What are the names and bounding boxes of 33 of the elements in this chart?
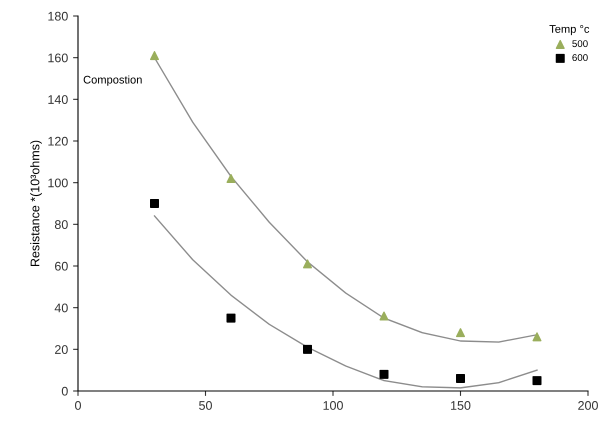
y-tick-label: 20 xyxy=(55,345,68,354)
annotation: Compostion xyxy=(84,75,142,86)
y-tick-label: 60 xyxy=(55,262,68,271)
point xyxy=(456,328,465,338)
x-tick-label: 200 xyxy=(578,401,598,410)
y-tick-label: 100 xyxy=(48,178,68,188)
y-tick-label: 180 xyxy=(48,12,68,21)
legend-title: Temp °c xyxy=(549,25,590,36)
y-tick-label: 140 xyxy=(48,95,68,104)
y-tick-label: 120 xyxy=(48,136,68,146)
point xyxy=(303,344,312,354)
line-series xyxy=(154,215,538,389)
point xyxy=(303,259,312,268)
point xyxy=(226,174,236,183)
point xyxy=(150,51,159,60)
x-tick-label: 150 xyxy=(451,401,470,410)
legend-label: 500 xyxy=(572,40,588,48)
y-tick-label: 0 xyxy=(62,386,68,396)
point xyxy=(532,376,542,386)
point xyxy=(380,312,388,320)
x-tick-label: 0 xyxy=(75,401,81,410)
y-tick-label: 160 xyxy=(48,53,68,62)
x-tick-label: 50 xyxy=(199,401,212,410)
point xyxy=(150,199,159,208)
point xyxy=(532,332,542,342)
x-tick-label: 100 xyxy=(324,401,343,410)
point xyxy=(380,370,388,379)
point xyxy=(456,374,465,383)
y-tick-label: 80 xyxy=(54,220,68,229)
legend-label: 600 xyxy=(572,54,588,62)
point xyxy=(226,314,236,323)
y-tick-label: 40 xyxy=(54,303,68,312)
y-axis-title: Resistance *(10³ohms) xyxy=(30,140,42,266)
